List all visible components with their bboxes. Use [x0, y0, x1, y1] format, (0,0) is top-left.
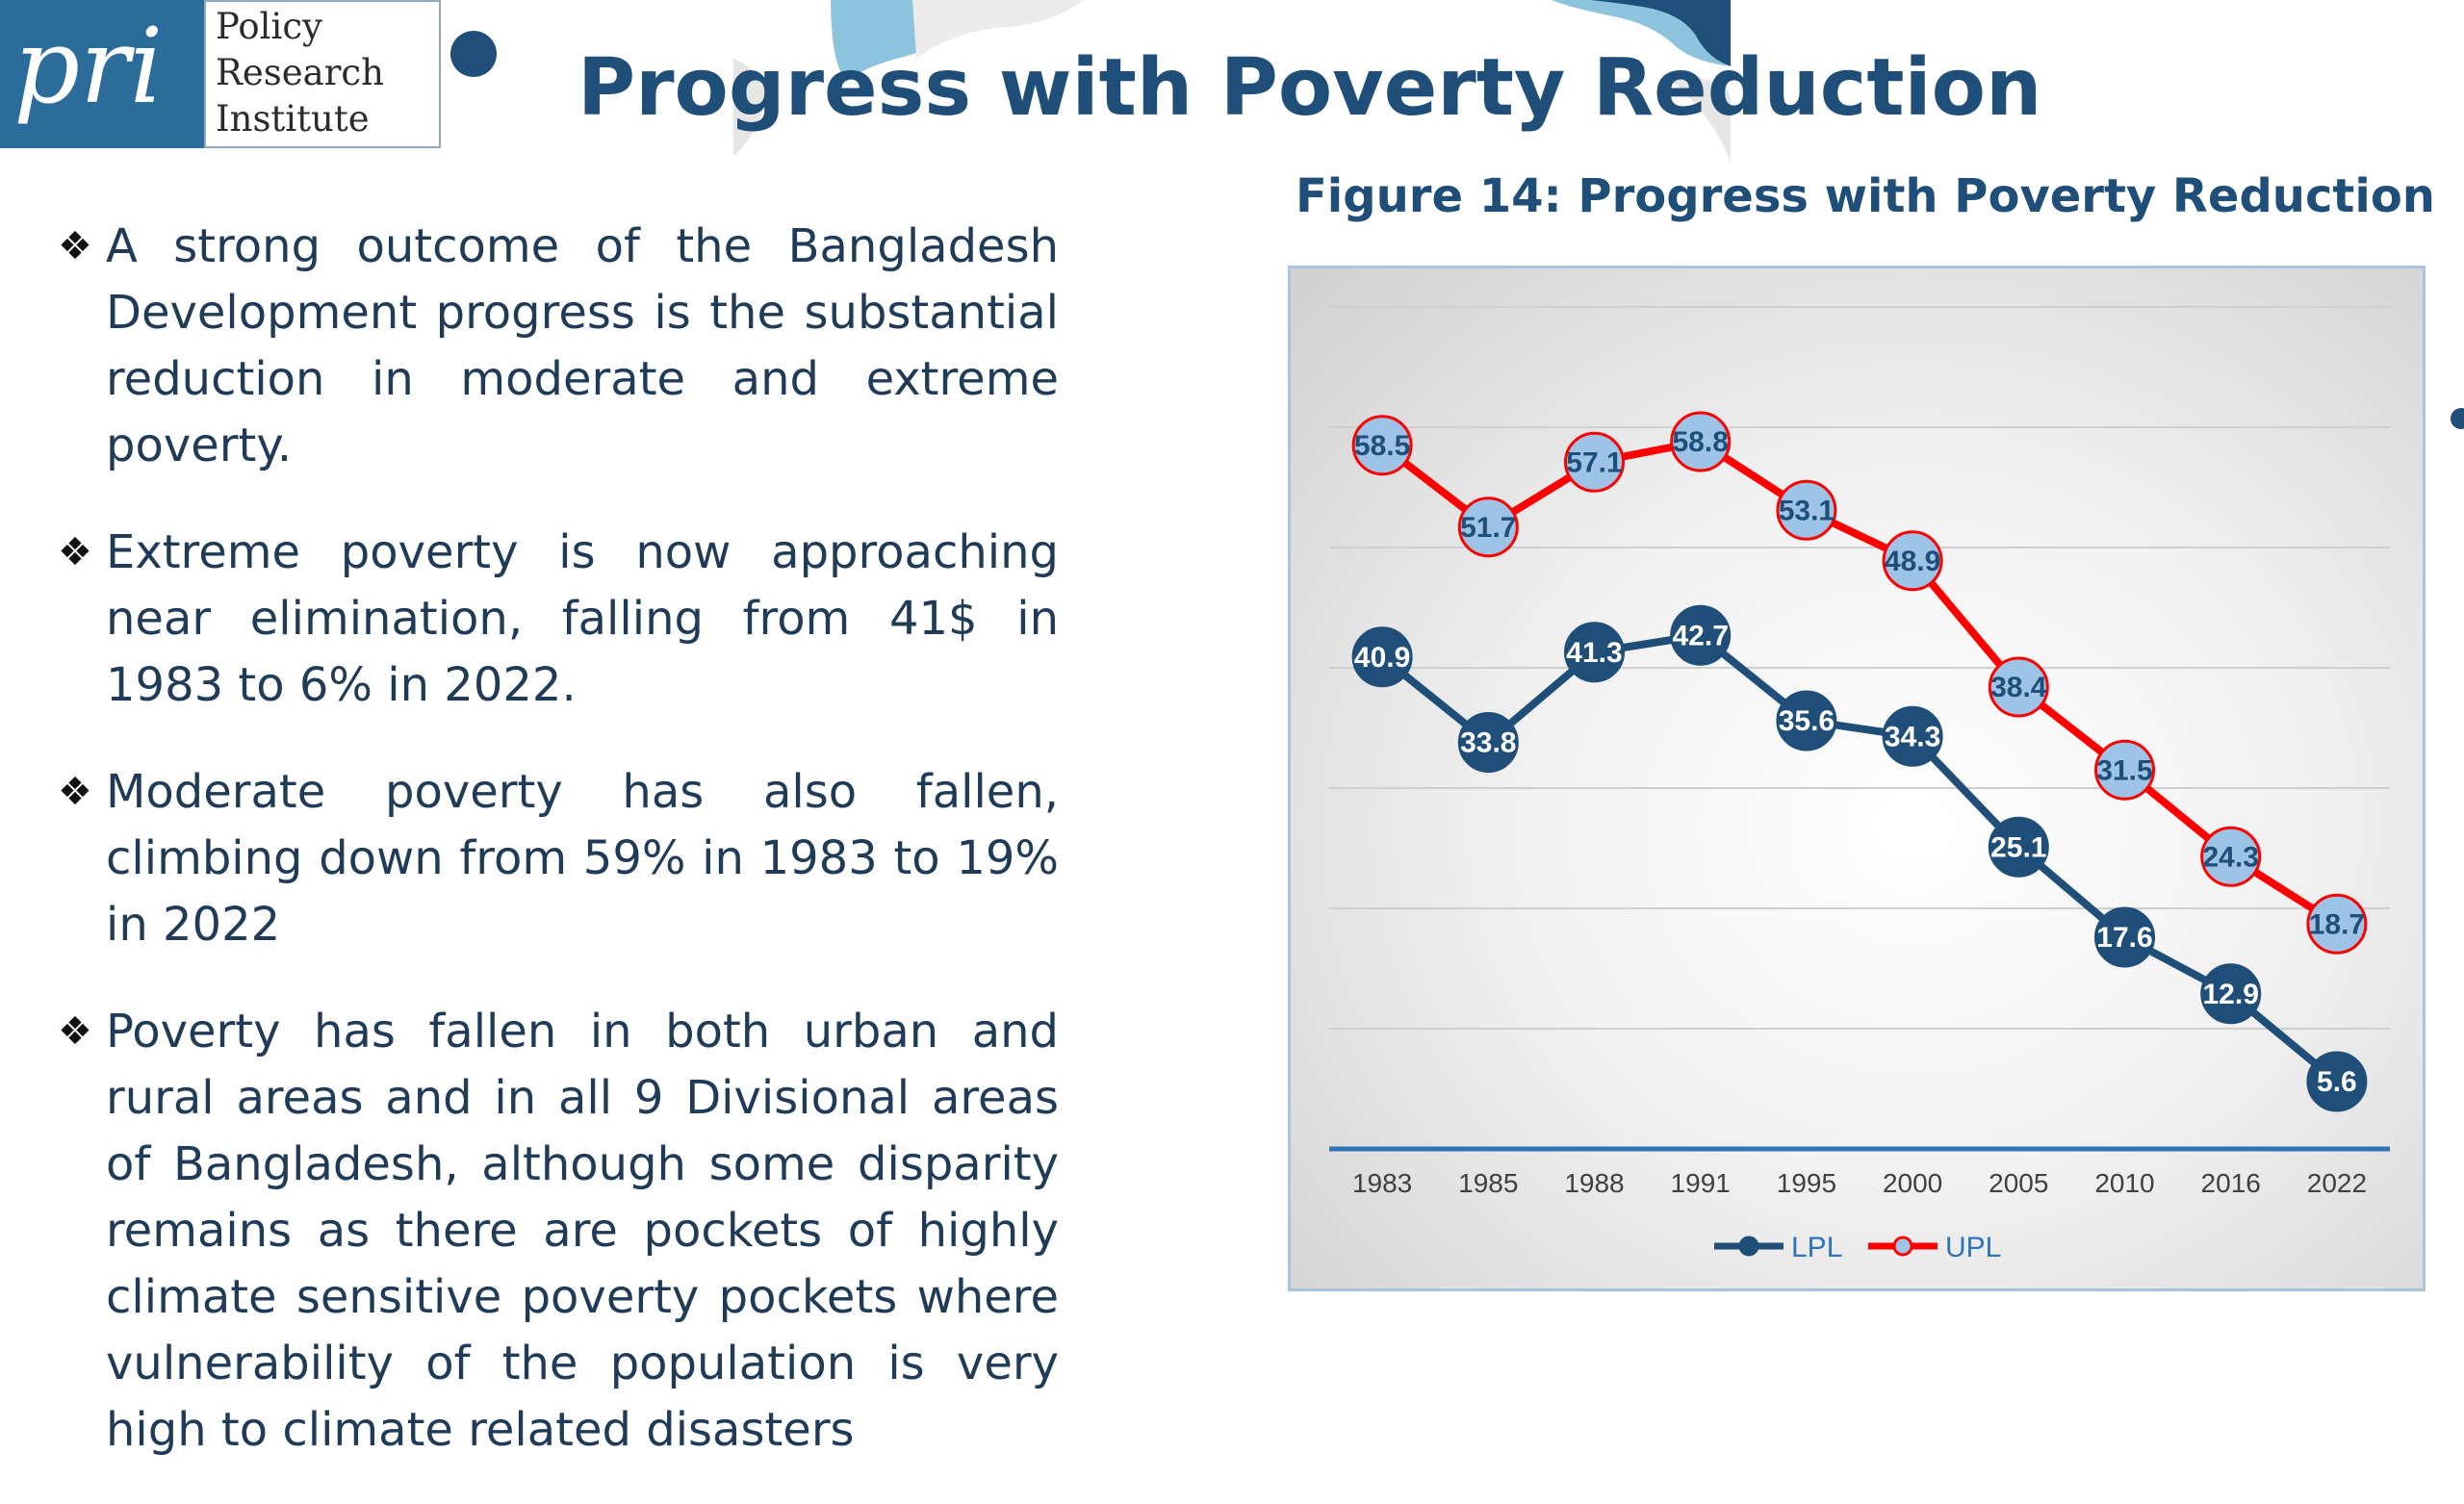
legend-upl-label: UPL	[1945, 1232, 2001, 1263]
decor-dot-left	[450, 31, 497, 77]
upl-point	[1988, 656, 2049, 718]
bullet-item: ❖ Extreme poverty is now approaching nea…	[58, 520, 1059, 719]
x-tick-label: 1988	[1564, 1168, 1624, 1198]
logo-line-3: Institute	[216, 98, 370, 140]
upl-point	[1457, 497, 1519, 558]
bullet-list: ❖ A strong outcome of the Bangladesh Dev…	[58, 214, 1059, 1504]
slide-title: Progress with Poverty Reduction	[578, 42, 2042, 134]
gray-wave-left	[732, 58, 765, 156]
pri-logo: pri Policy Research Institute	[0, 0, 443, 148]
header-decoration	[732, 0, 1732, 164]
diamond-bullet-icon: ❖	[58, 530, 92, 574]
lpl-point	[1670, 604, 1732, 666]
bullet-item: ❖ A strong outcome of the Bangladesh Dev…	[58, 214, 1059, 479]
lpl-data-label: 12.9	[2203, 979, 2259, 1010]
logo-mark: pri	[0, 0, 204, 148]
upl-data-label: 51.7	[1460, 512, 1516, 544]
lpl-data-label: 5.6	[2317, 1066, 2357, 1098]
legend-lpl-marker	[1738, 1236, 1759, 1257]
poverty-line-chart: 1983 1985 1988 1991 1995 2000 2005 2010 2016 2022…	[1329, 306, 2390, 1263]
lpl-point	[2094, 906, 2155, 968]
upl-point	[2200, 826, 2262, 887]
diamond-bullet-icon: ❖	[58, 224, 92, 268]
lpl-data-label: 40.9	[1354, 642, 1410, 674]
chart-frame: 1983 1985 1988 1991 1995 2000 2005 2010 2016 2022…	[1288, 266, 2426, 1291]
upl-point	[2094, 739, 2155, 801]
bullet-text: Moderate poverty has also fallen, climbi…	[106, 765, 1059, 952]
logo-wordmark: Policy Research Institute	[204, 0, 441, 148]
x-tick-label: 2000	[1883, 1168, 1942, 1198]
decor-dot-right	[2451, 408, 2464, 429]
diamond-bullet-icon: ❖	[58, 770, 92, 814]
upl-data-label: 38.4	[1990, 672, 2047, 703]
x-tick-label: 1991	[1671, 1168, 1731, 1198]
lpl-data-label: 41.3	[1566, 637, 1622, 669]
lpl-data-label: 17.6	[2096, 922, 2152, 954]
logo-line-2: Research	[216, 52, 384, 93]
legend-lpl-label: LPL	[1791, 1232, 1842, 1263]
lpl-data-label: 42.7	[1673, 620, 1729, 651]
lpl-data-label: 25.1	[1990, 831, 2046, 863]
upl-point	[2306, 893, 2368, 955]
x-tick-label: 2022	[2307, 1168, 2367, 1198]
upl-data-label: 58.8	[1673, 426, 1729, 458]
upl-data-label: 18.7	[2309, 908, 2365, 940]
upl-data-label: 48.9	[1885, 546, 1940, 577]
lpl-point	[1988, 816, 2049, 878]
bullet-text: Extreme poverty is now approaching near …	[106, 525, 1059, 712]
upl-point	[1670, 411, 1732, 472]
upl-point	[1351, 415, 1413, 476]
gray-wave-right	[1668, 77, 1732, 164]
legend-upl-marker	[1892, 1236, 1913, 1257]
x-tick-label: 1985	[1458, 1168, 1518, 1198]
diamond-bullet-icon: ❖	[58, 1009, 92, 1054]
dark-blue-wave-right	[1590, 0, 1732, 66]
x-tick-label: 2005	[1989, 1168, 2048, 1198]
x-tick-label: 2010	[2094, 1168, 2154, 1198]
upl-point	[1776, 479, 1837, 541]
lpl-point	[1351, 626, 1413, 688]
bullet-text: Poverty has fallen in both urban and rur…	[106, 1005, 1059, 1457]
figure-title: Figure 14: Progress with Poverty Reducti…	[1296, 169, 2435, 223]
bullet-item: ❖ Poverty has fallen in both urban and r…	[58, 999, 1059, 1464]
lpl-data-label: 33.8	[1460, 727, 1516, 759]
lpl-point	[1564, 622, 1625, 683]
upl-data-label: 58.5	[1354, 430, 1410, 462]
upl-series-line	[1379, 438, 2340, 928]
lpl-point	[1457, 712, 1519, 773]
lpl-point	[1882, 705, 1943, 767]
upl-point	[1882, 530, 1943, 592]
lpl-point	[2200, 963, 2262, 1025]
lpl-data-label: 35.6	[1779, 705, 1835, 737]
x-tick-label: 1983	[1352, 1168, 1412, 1198]
bullet-item: ❖ Moderate poverty has also fallen, clim…	[58, 759, 1059, 958]
upl-point	[1564, 431, 1625, 493]
x-tick-label: 2016	[2201, 1168, 2261, 1198]
x-tick-label: 1995	[1777, 1168, 1836, 1198]
upl-data-label: 31.5	[2096, 754, 2152, 786]
logo-line-1: Policy	[216, 6, 322, 47]
lpl-point	[2306, 1051, 2368, 1112]
gray-wave-top	[912, 0, 1085, 59]
upl-data-label: 53.1	[1779, 495, 1835, 526]
upl-data-label: 24.3	[2203, 841, 2259, 873]
lpl-data-label: 34.3	[1885, 721, 1940, 752]
lpl-series-line	[1379, 631, 2340, 1085]
bullet-text: A strong outcome of the Bangladesh Devel…	[106, 219, 1059, 472]
upl-data-label: 57.1	[1566, 446, 1622, 478]
lpl-point	[1776, 690, 1837, 752]
